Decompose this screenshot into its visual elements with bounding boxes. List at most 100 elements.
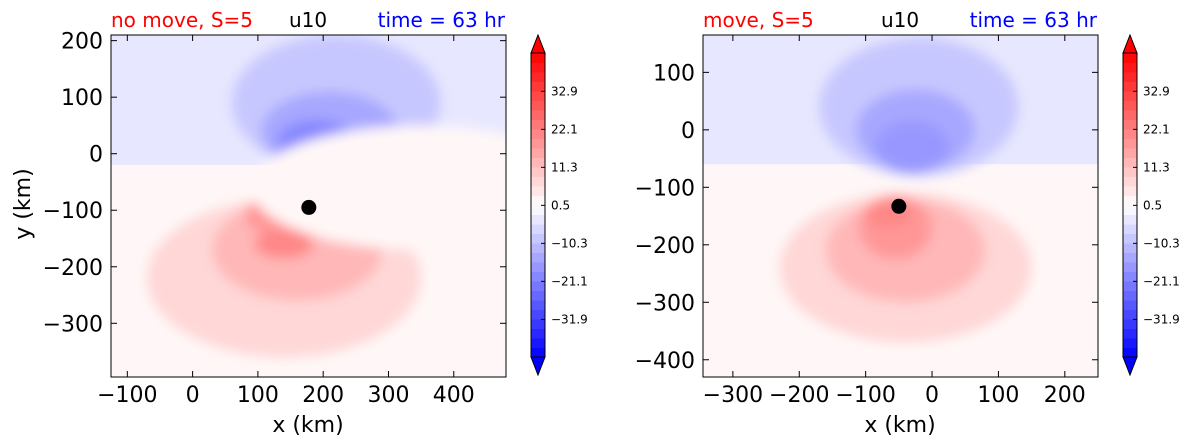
x-tick-label: 200 (1044, 383, 1086, 408)
colorbar-tick-label: −21.1 (1143, 274, 1180, 288)
x-tick-label: 100 (977, 383, 1019, 408)
x-axis-label: x (km) (864, 413, 935, 438)
title-center: u10 (289, 8, 327, 32)
storm-center-marker (891, 198, 907, 214)
y-tick-label: −200 (635, 234, 695, 259)
colorbar-extend-max (530, 33, 546, 54)
colorbar-level (1123, 157, 1137, 168)
colorbar-level (531, 271, 545, 282)
colorbar-level (531, 100, 545, 111)
colorbar-level (1123, 271, 1137, 282)
colorbar-level (531, 347, 545, 358)
colorbar-level (531, 243, 545, 253)
y-tick-label: −100 (635, 176, 695, 201)
colorbar-level (531, 148, 545, 158)
y-tick-label: 0 (89, 143, 103, 168)
contour-field (111, 35, 506, 377)
colorbar-extend-min (1122, 356, 1138, 377)
x-tick-label: −300 (703, 383, 763, 408)
colorbar-level (1123, 205, 1137, 215)
title-left-red: no move, S=5 (111, 8, 253, 32)
x-tick-label: 400 (433, 383, 475, 408)
colorbar-level (531, 224, 545, 234)
colorbar-tick-label: −10.3 (551, 236, 588, 250)
title-right-blue: time = 63 hr (378, 8, 506, 32)
colorbar-level (1123, 243, 1137, 253)
colorbar-level (1123, 262, 1137, 272)
colorbar-level (1123, 72, 1137, 82)
colorbar-tick-label: 22.1 (551, 122, 578, 136)
y-tick-label: −400 (635, 349, 695, 374)
colorbar-level (1123, 319, 1137, 329)
y-tick-label: −300 (635, 291, 695, 316)
colorbar-extend-min (530, 356, 546, 377)
colorbar-level (531, 252, 545, 263)
x-tick-label: 200 (302, 383, 344, 408)
colorbar-level (531, 157, 545, 168)
colorbar-level (531, 186, 545, 196)
colorbar-level (531, 319, 545, 329)
y-axis-label: y (km) (11, 168, 36, 239)
title-left-red: move, S=5 (703, 8, 814, 32)
colorbar-tick-label: 11.3 (551, 160, 578, 174)
x-tick-label: 0 (925, 383, 939, 408)
x-tick-label: 0 (186, 383, 200, 408)
x-tick-label: −200 (769, 383, 829, 408)
colorbar-tick-label: 0.5 (551, 198, 570, 212)
colorbar-level (531, 262, 545, 272)
colorbar-level (531, 91, 545, 101)
colorbar-level (531, 176, 545, 187)
colorbar-level (1123, 347, 1137, 358)
x-tick-label: −100 (97, 383, 157, 408)
title-right-blue: time = 63 hr (970, 8, 1098, 32)
x-tick-label: −100 (835, 383, 895, 408)
colorbar-tick-label: 0.5 (1143, 198, 1162, 212)
colorbar-level (1123, 129, 1137, 139)
colorbar-level (531, 167, 545, 177)
colorbar-level (531, 129, 545, 139)
colorbar-level (1123, 186, 1137, 196)
colorbar-tick-label: −10.3 (1143, 236, 1180, 250)
colorbar-tick-label: 22.1 (1143, 122, 1170, 136)
colorbar-tick-label: −21.1 (551, 274, 588, 288)
colorbar-level (531, 300, 545, 310)
colorbar-tick-label: 32.9 (1143, 84, 1170, 98)
colorbar-tick-label: 11.3 (1143, 160, 1170, 174)
colorbar-level (1123, 53, 1137, 63)
colorbar-level (531, 119, 545, 130)
colorbar-level (531, 81, 545, 92)
colorbar-level (1123, 328, 1137, 339)
x-axis-label: x (km) (272, 413, 343, 438)
plot-frame (702, 34, 1099, 378)
x-tick-label: 100 (237, 383, 279, 408)
colorbar-level (1123, 138, 1137, 149)
colorbar-level (1123, 91, 1137, 101)
contour-region (251, 125, 506, 250)
colorbar-level (531, 214, 545, 225)
contour-region (254, 230, 314, 259)
colorbar-level (531, 53, 545, 63)
colorbar-left: 32.9 22.1 11.3 0.5 −10.3 −21.1 −31.9 (530, 33, 588, 377)
colorbar-level (1123, 110, 1137, 120)
plot-frame (110, 34, 507, 378)
contour-field (703, 35, 1098, 377)
y-tick-label: −200 (43, 256, 103, 281)
colorbar-level (1123, 100, 1137, 111)
panel-left: no move, S=5 u10 time = 63 hr −100 0 100 20… (11, 8, 507, 438)
colorbar-level (531, 290, 545, 301)
colorbar-level (1123, 252, 1137, 263)
colorbar-level (1123, 224, 1137, 234)
colorbar-level (531, 233, 545, 244)
x-tick-label: 300 (367, 383, 409, 408)
colorbar-level (531, 328, 545, 339)
contour-region (875, 121, 949, 173)
colorbar-level (1123, 195, 1137, 206)
y-tick-label: 100 (61, 86, 103, 111)
colorbar-level (531, 72, 545, 82)
colorbar-level (1123, 309, 1137, 320)
colorbar-level (1123, 300, 1137, 310)
colorbar-level (531, 281, 545, 291)
colorbar-level (531, 205, 545, 215)
